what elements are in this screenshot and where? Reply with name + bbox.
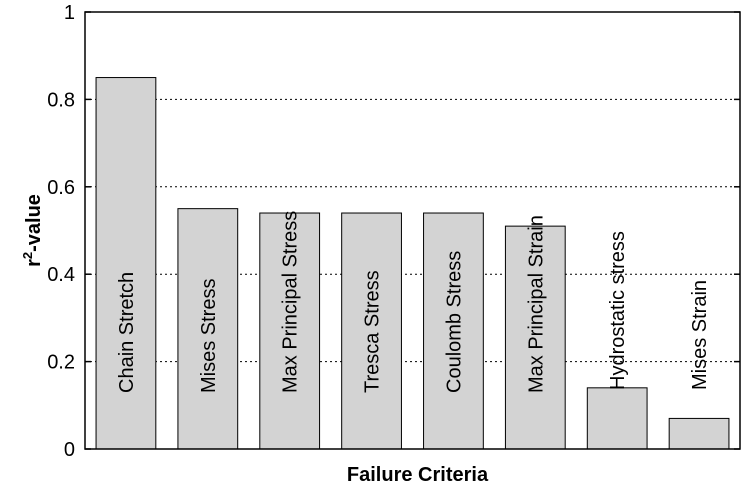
bars: [95, 77, 730, 450]
y-tick-label: 0.4: [47, 264, 75, 286]
bar: [259, 212, 321, 450]
bar: [177, 208, 239, 450]
bar-labels: Chain Stretch Mises Stress Max Principal S…: [116, 211, 711, 393]
plot-frame: [84, 11, 741, 450]
y-tick-label: 0.6: [47, 177, 75, 199]
bar-label: Max Principal Stress: [280, 211, 302, 393]
y-axis-label: r2-value: [20, 194, 45, 267]
bar-label: Mises Stress: [198, 279, 220, 393]
y-axis-label-main: r: [23, 259, 45, 267]
bar: [504, 225, 566, 450]
x-axis-label: Failure Criteria: [347, 464, 489, 486]
y-axis-label-rest: -value: [23, 194, 45, 252]
bar-label: Hydrostatic stress: [607, 231, 629, 390]
bar-label: Tresca Stress: [362, 270, 384, 393]
bar-label: Coulomb Stress: [443, 251, 465, 393]
bar: [586, 387, 648, 450]
y-tick-label: 1: [64, 2, 75, 24]
y-tick-label: 0: [64, 439, 75, 461]
y-axis-label-superscript: 2: [20, 252, 35, 259]
y-tick-label: 0.8: [47, 89, 75, 111]
bar: [95, 77, 157, 450]
bar: [341, 212, 402, 450]
y-axis-ticks: 0 0.2 0.4 0.6 0.8 1: [47, 2, 740, 461]
grid-lines: [85, 98, 740, 363]
bar: [668, 417, 730, 450]
bar-label: Mises Strain: [689, 280, 711, 390]
bar-label: Chain Stretch: [116, 272, 138, 393]
y-tick-label: 0.2: [47, 352, 75, 374]
bar-label: Max Principal Strain: [525, 215, 547, 393]
